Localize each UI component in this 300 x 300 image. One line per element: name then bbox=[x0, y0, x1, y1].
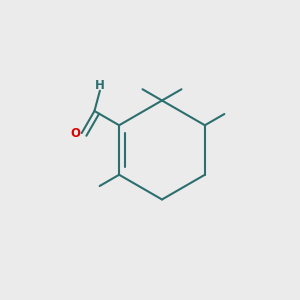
Text: O: O bbox=[70, 127, 80, 140]
Text: H: H bbox=[95, 80, 105, 92]
